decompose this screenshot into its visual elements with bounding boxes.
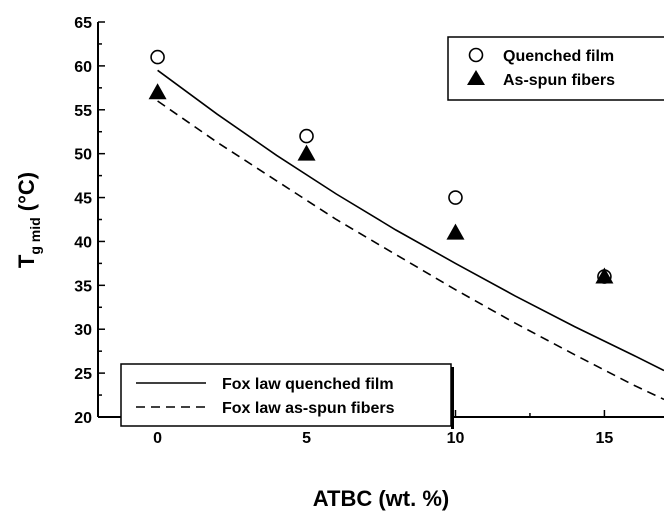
fit-lines [157,69,664,401]
y-tick-label: 35 [74,278,92,295]
y-tick-label: 40 [74,234,92,251]
legend-as-spun-fibers-marker [467,70,485,85]
y-tick-label: 55 [74,103,92,120]
legend-as-spun-fibers-label: As-spun fibers [503,72,615,89]
as-spun-fibers-point [595,267,614,284]
x-tick-label: 0 [153,430,162,447]
tick-labels: 20 25 30 35 40 45 50 55 60 65 0 5 10 15 [74,15,613,447]
legend-quenched-film-marker [468,47,484,63]
as-spun-fibers-point [148,83,167,100]
as-spun-fibers-point [297,144,316,161]
y-tick-label: 25 [74,366,92,383]
data-markers [148,49,614,284]
quenched-film-point [150,49,165,65]
legend-markers: Quenched film As-spun fibers [447,36,664,101]
y-tick-label: 65 [74,15,92,32]
y-tick-label: 50 [74,147,92,164]
y-axis-title-unit: (°C) [14,172,39,217]
y-axis-title: Tg mid (°C) [14,172,43,268]
y-axis-title-subscript: g mid [27,217,43,254]
y-tick-label: 45 [74,191,92,208]
legend-lines-box [120,363,452,427]
y-tick-label: 20 [74,410,92,427]
y-tick-label: 30 [74,322,92,339]
y-tick-label: 60 [74,59,92,76]
legend-fox-quenched-label: Fox law quenched film [222,376,394,393]
legend-lines: Fox law quenched film Fox law as-spun fi… [120,363,454,429]
as-spun-fibers-point [446,223,465,240]
quenched-film-point [448,190,463,205]
legend-quenched-film-label: Quenched film [503,48,614,65]
legend-lines-box-shadow [451,367,454,429]
x-tick-label: 15 [596,430,614,447]
y-axis-title-main: T [14,254,39,268]
fox-quenched-line [157,69,664,372]
legend-fox-as-spun-label: Fox law as-spun fibers [222,400,395,417]
fox-as-spun-line [157,100,664,401]
legend-markers-box [447,36,664,101]
x-tick-label: 5 [302,430,311,447]
quenched-film-point [299,128,314,144]
x-axis-title: ATBC (wt. %) [313,486,449,511]
x-tick-label: 10 [447,430,465,447]
